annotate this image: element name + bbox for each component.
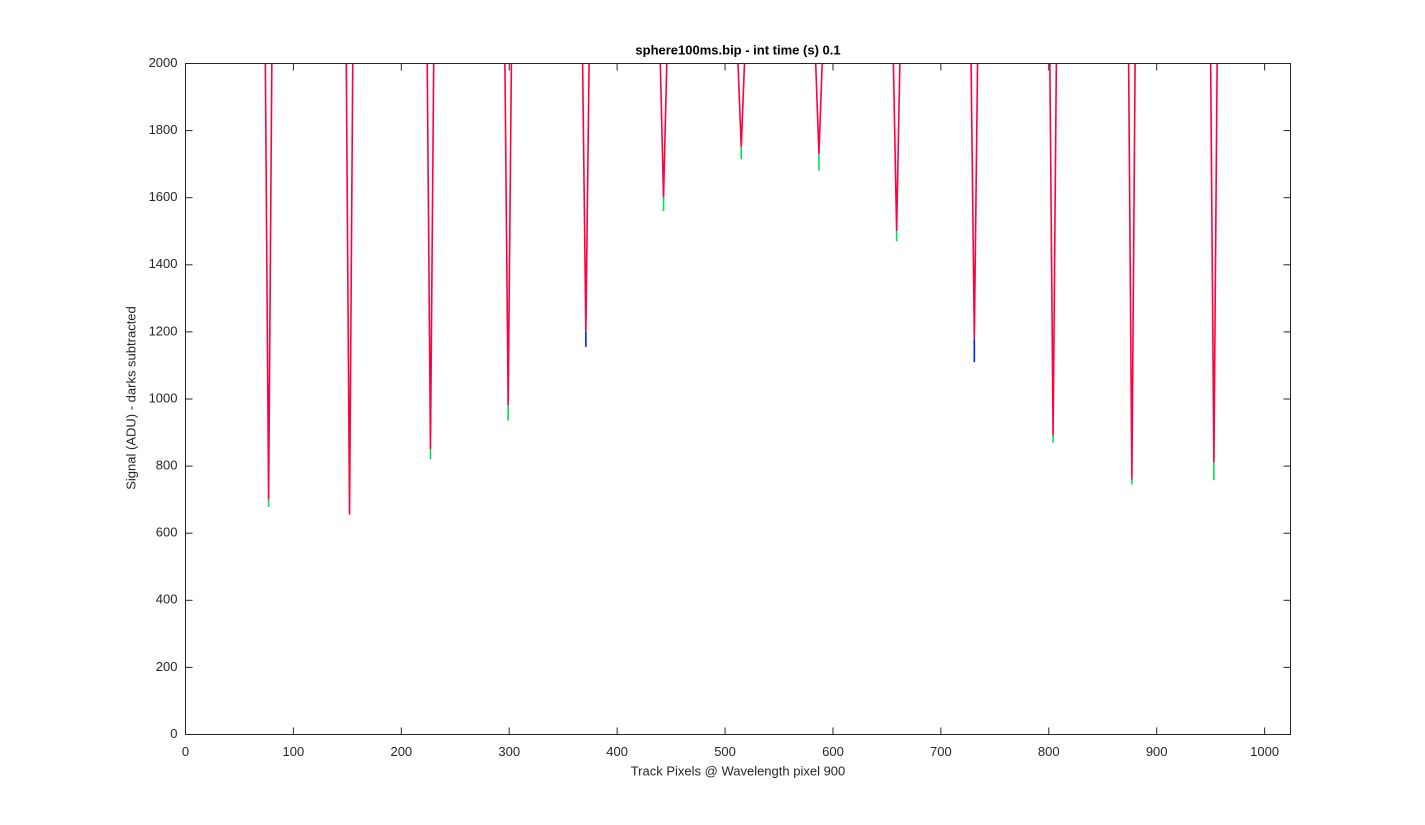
y-axis-label: Signal (ADU) - darks subtracted <box>123 306 138 490</box>
y-tick-label: 1600 <box>149 189 178 204</box>
x-tick-label: 1000 <box>1250 744 1279 759</box>
y-tick-label: 2000 <box>149 55 178 70</box>
y-tick-label: 1000 <box>149 390 178 405</box>
x-axis-label: Track Pixels @ Wavelength pixel 900 <box>631 763 846 778</box>
x-tick-label: 300 <box>498 744 520 759</box>
x-tick-label: 900 <box>1146 744 1168 759</box>
x-tick-label: 500 <box>714 744 736 759</box>
plot-area <box>264 63 1218 515</box>
y-tick-label: 400 <box>156 592 178 607</box>
x-tick-label: 100 <box>283 744 305 759</box>
series-line <box>264 63 1218 515</box>
x-tick-label: 700 <box>930 744 952 759</box>
y-tick-label: 800 <box>156 458 178 473</box>
y-tick-label: 1800 <box>149 122 178 137</box>
x-tick-label: 600 <box>822 744 844 759</box>
series-line <box>585 331 976 363</box>
chart-title: sphere100ms.bip - int time (s) 0.1 <box>635 42 840 57</box>
x-tick-label: 200 <box>390 744 412 759</box>
y-tick-label: 1400 <box>149 256 178 271</box>
y-tick-label: 1200 <box>149 323 178 338</box>
y-tick-label: 0 <box>170 726 177 741</box>
y-tick-label: 200 <box>156 659 178 674</box>
x-tick-label: 800 <box>1038 744 1060 759</box>
x-tick-label: 400 <box>606 744 628 759</box>
x-tick-label: 0 <box>182 744 189 759</box>
series-line <box>267 147 1215 508</box>
y-tick-label: 600 <box>156 525 178 540</box>
